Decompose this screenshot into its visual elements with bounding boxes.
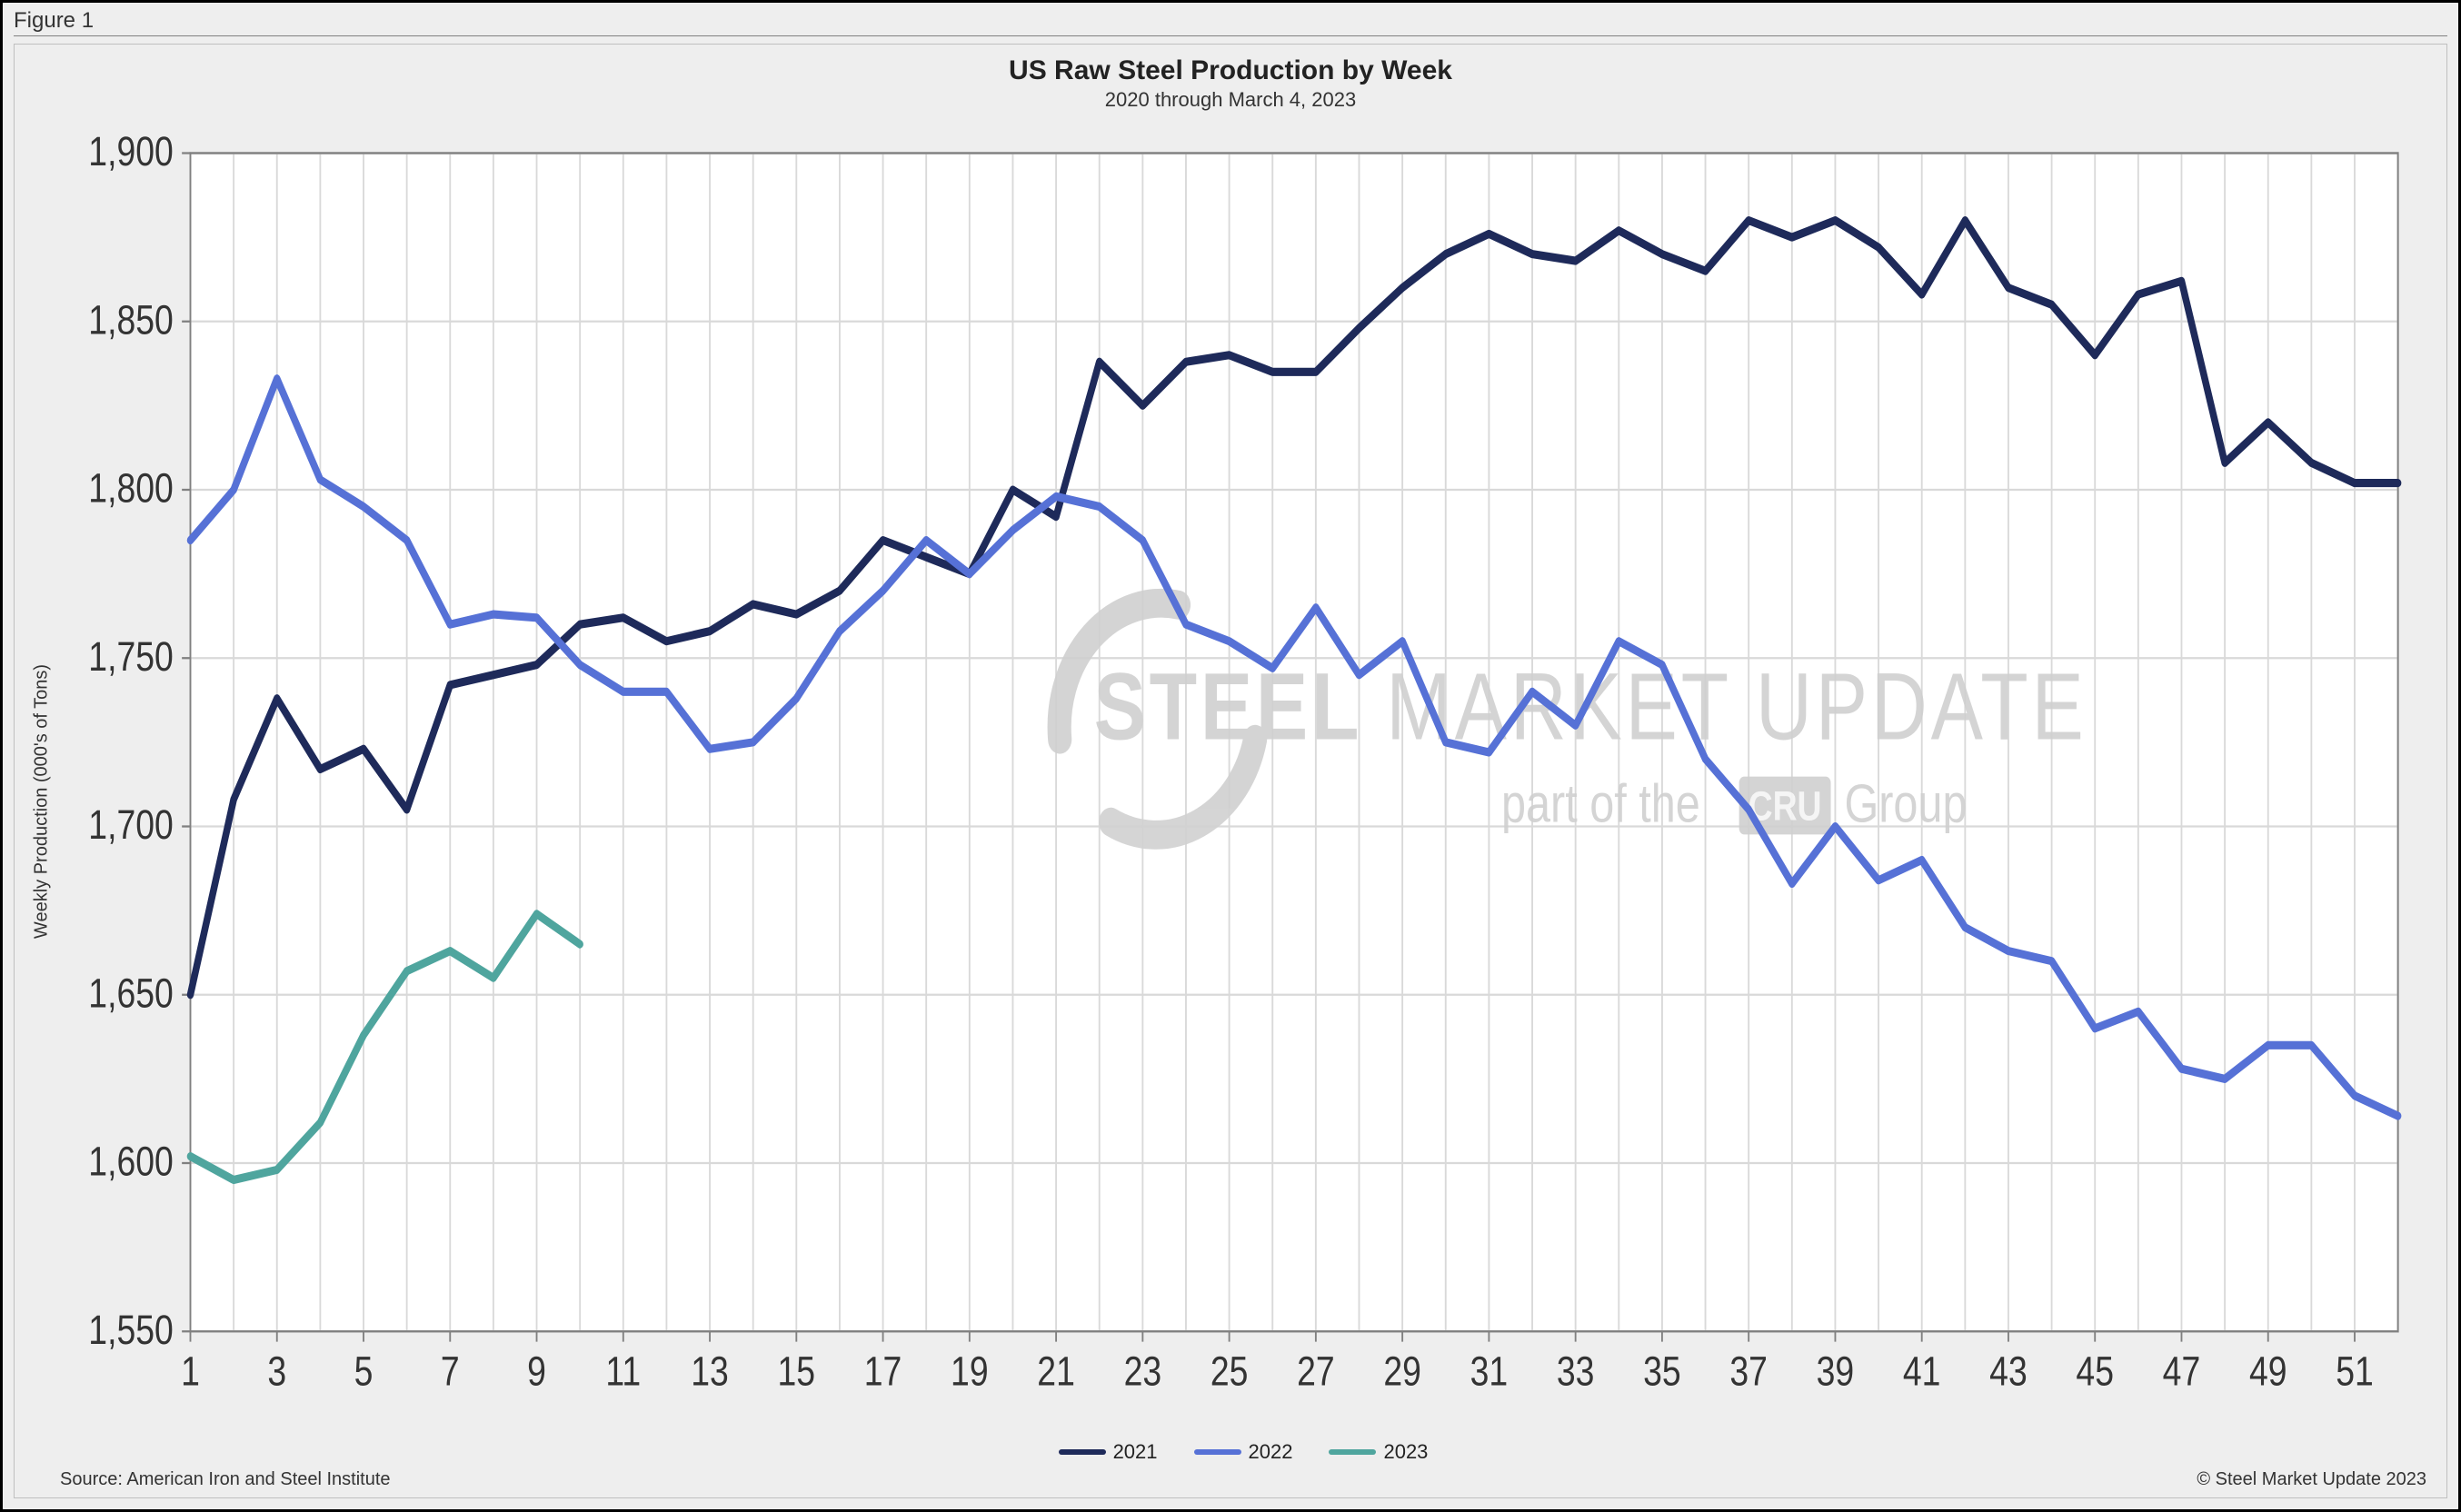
svg-text:1: 1 (181, 1348, 200, 1394)
svg-text:1,850: 1,850 (88, 296, 174, 343)
svg-text:33: 33 (1557, 1348, 1595, 1394)
chart-subtitle: 2020 through March 4, 2023 (29, 88, 2432, 112)
svg-text:43: 43 (1989, 1348, 2028, 1394)
chart-title: US Raw Steel Production by Week (29, 55, 2432, 86)
svg-text:1,800: 1,800 (88, 464, 174, 511)
svg-text:5: 5 (354, 1348, 374, 1394)
legend-item: 2022 (1194, 1440, 1293, 1464)
svg-text:15: 15 (778, 1348, 816, 1394)
svg-text:49: 49 (2249, 1348, 2287, 1394)
svg-text:47: 47 (2163, 1348, 2201, 1394)
svg-text:37: 37 (1729, 1348, 1768, 1394)
legend-label: 2022 (1249, 1440, 1293, 1464)
legend: 2021 2022 2023 (55, 1435, 2432, 1466)
svg-text:23: 23 (1124, 1348, 1162, 1394)
svg-text:Group: Group (1844, 774, 1967, 834)
svg-text:13: 13 (691, 1348, 729, 1394)
legend-item: 2023 (1329, 1440, 1428, 1464)
svg-text:part of the: part of the (1501, 774, 1700, 834)
svg-text:9: 9 (527, 1348, 546, 1394)
svg-text:35: 35 (1643, 1348, 1681, 1394)
chart-inner-frame: US Raw Steel Production by Week 2020 thr… (14, 44, 2447, 1498)
svg-text:1,550: 1,550 (88, 1306, 174, 1352)
copyright-text: © Steel Market Update 2023 (2197, 1469, 2426, 1490)
svg-text:51: 51 (2336, 1348, 2374, 1394)
chart-svg: STEEL MARKET UPDATEpart of the CRUGroup1… (55, 112, 2432, 1435)
legend-swatch (1194, 1449, 1241, 1455)
svg-text:25: 25 (1211, 1348, 1249, 1394)
chart-title-block: US Raw Steel Production by Week 2020 thr… (29, 55, 2432, 112)
svg-text:11: 11 (605, 1348, 641, 1394)
y-axis-label-col: Weekly Production (000's of Tons) (29, 112, 55, 1490)
svg-text:19: 19 (951, 1348, 989, 1394)
svg-text:7: 7 (441, 1348, 460, 1394)
svg-text:STEEL MARKET UPDATE: STEEL MARKET UPDATE (1094, 654, 2087, 761)
y-axis-label: Weekly Production (000's of Tons) (32, 663, 53, 938)
legend-label: 2023 (1383, 1440, 1428, 1464)
svg-text:1,750: 1,750 (88, 632, 174, 679)
svg-text:1,700: 1,700 (88, 801, 174, 848)
legend-swatch (1329, 1449, 1376, 1455)
svg-text:27: 27 (1297, 1348, 1335, 1394)
svg-text:39: 39 (1817, 1348, 1855, 1394)
svg-text:31: 31 (1470, 1348, 1509, 1394)
svg-text:1,650: 1,650 (88, 970, 174, 1016)
source-text: Source: American Iron and Steel Institut… (60, 1469, 391, 1490)
figure-label: Figure 1 (3, 3, 2458, 35)
svg-text:45: 45 (2076, 1348, 2114, 1394)
chart-body: Weekly Production (000's of Tons) STEEL … (29, 112, 2432, 1490)
svg-text:1,900: 1,900 (88, 128, 174, 174)
svg-text:3: 3 (267, 1348, 286, 1394)
legend-label: 2021 (1113, 1440, 1158, 1464)
svg-text:17: 17 (864, 1348, 902, 1394)
figure-outer-frame: Figure 1 US Raw Steel Production by Week… (0, 0, 2461, 1512)
figure-rule (14, 35, 2447, 36)
chart-footer: Source: American Iron and Steel Institut… (55, 1466, 2432, 1490)
legend-item: 2021 (1059, 1440, 1158, 1464)
svg-text:1,600: 1,600 (88, 1138, 174, 1184)
plot-and-legend: STEEL MARKET UPDATEpart of the CRUGroup1… (55, 112, 2432, 1490)
svg-text:21: 21 (1037, 1348, 1075, 1394)
svg-text:29: 29 (1383, 1348, 1421, 1394)
legend-swatch (1059, 1449, 1106, 1455)
svg-text:41: 41 (1903, 1348, 1941, 1394)
plot-host: STEEL MARKET UPDATEpart of the CRUGroup1… (55, 112, 2432, 1435)
